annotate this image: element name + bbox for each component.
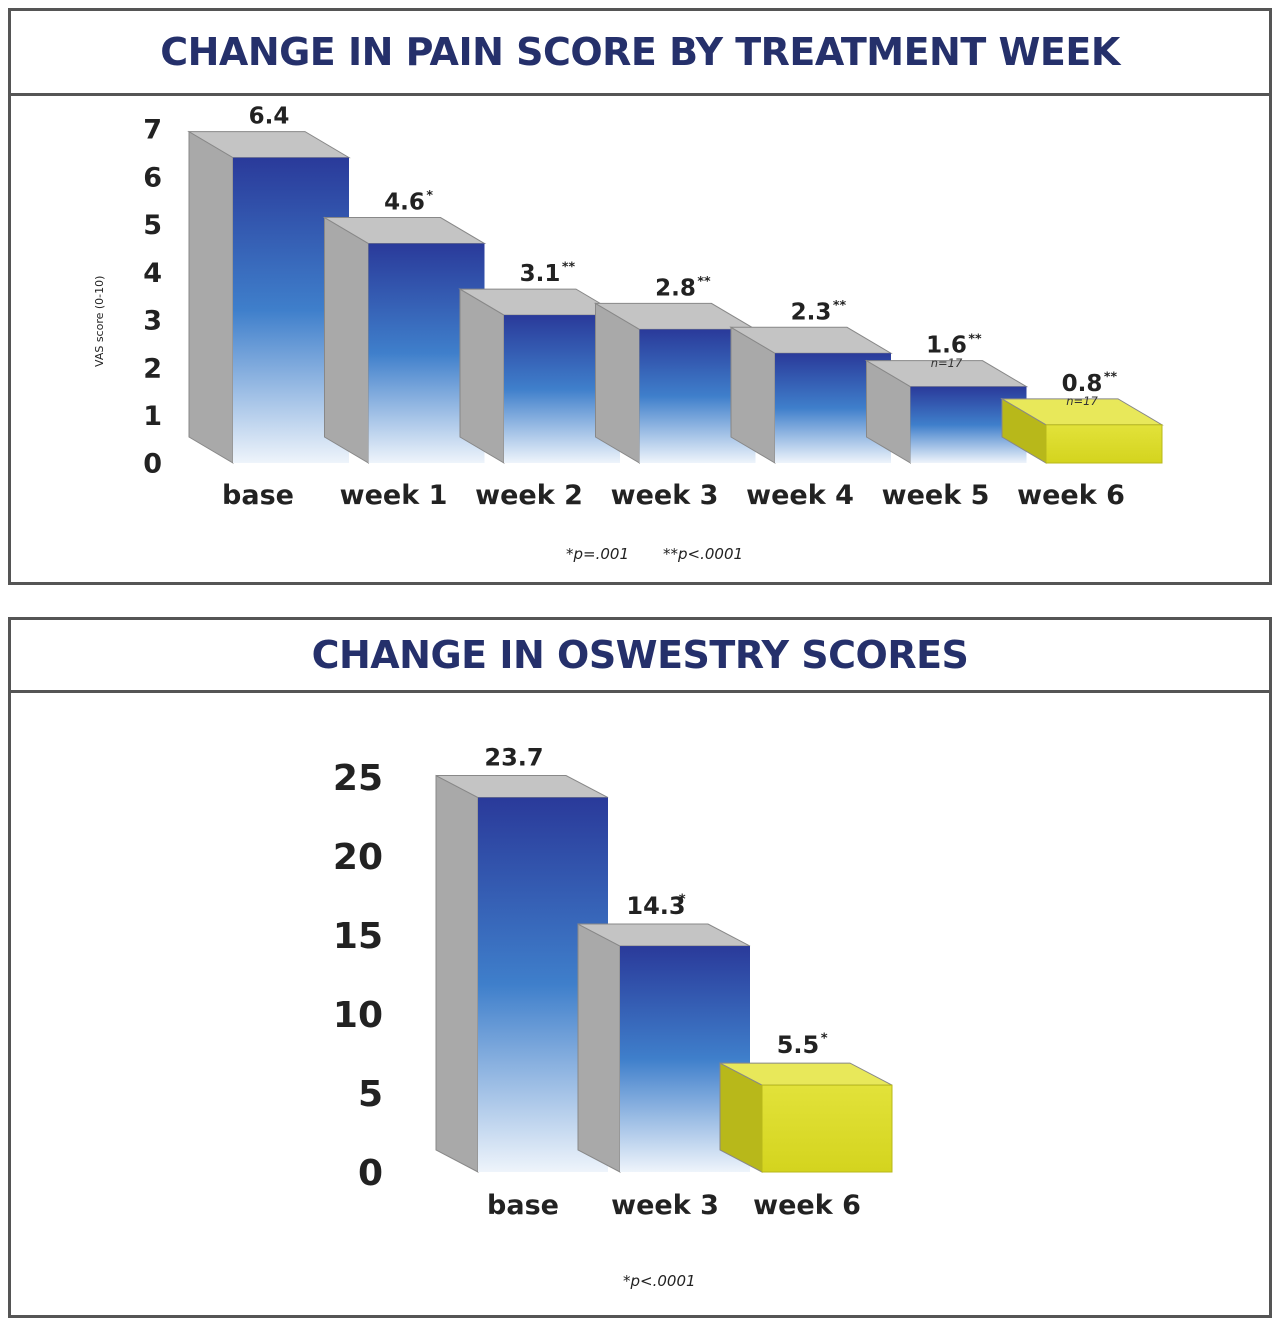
pain-significance-4: ** (833, 297, 847, 312)
pain-bar-side-1 (324, 216, 369, 464)
pain-value-label-6: 0.8 (1062, 371, 1103, 397)
osw-value-label-2: 5.5 (777, 1031, 820, 1059)
osw-y-tick-5: 5 (358, 1074, 383, 1115)
osw-category-2: week 6 (753, 1190, 861, 1221)
pain-category-3: week 3 (611, 480, 719, 511)
pain-value-label-4: 2.3 (791, 299, 832, 325)
pain-y-tick-6: 6 (143, 162, 162, 193)
osw-category-1: week 3 (611, 1190, 719, 1221)
osw-y-tick-15: 15 (333, 916, 383, 957)
pain-category-6: week 6 (1017, 480, 1125, 511)
pain-value-label-5: 1.6 (926, 333, 967, 359)
osw-significance-1: * (679, 892, 686, 907)
pain-chart-title: CHANGE IN PAIN SCORE BY TREATMENT WEEK (160, 30, 1120, 74)
pain-category-1: week 1 (340, 480, 448, 511)
oswestry-footnote: *p<.0001 (623, 1272, 696, 1290)
osw-value-label-1: 14.3 (626, 892, 685, 920)
pain-y-tick-0: 0 (143, 449, 162, 480)
pain-value-label-1: 4.6 (384, 190, 425, 216)
pain-bar-3 (593, 302, 758, 464)
oswestry-chart-title-bar: CHANGE IN OSWESTRY SCORES (11, 620, 1269, 693)
osw-significance-2: * (821, 1031, 828, 1046)
pain-y-tick-2: 2 (143, 353, 162, 384)
pain-category-2: week 2 (475, 480, 583, 511)
pain-significance-1: * (426, 187, 433, 202)
pain-sample-note-5: n=17 (931, 356, 963, 370)
pain-category-4: week 4 (746, 480, 854, 511)
pain-value-label-3: 2.8 (655, 275, 696, 301)
pain-significance-5: ** (968, 330, 982, 345)
pain-significance-3: ** (697, 273, 711, 288)
pain-category-5: week 5 (882, 480, 990, 511)
pain-significance-6: ** (1104, 368, 1118, 383)
osw-bar-front-2 (761, 1084, 893, 1173)
osw-bar-side-1 (577, 923, 621, 1173)
osw-y-tick-25: 25 (333, 758, 383, 799)
osw-y-tick-20: 20 (333, 837, 383, 878)
pain-category-0: base (222, 480, 294, 511)
pain-bar-6 (1000, 397, 1164, 464)
pain-footnote-1: *p=.001 (566, 545, 629, 563)
oswestry-chart-title: CHANGE IN OSWESTRY SCORES (311, 633, 969, 677)
pain-y-tick-1: 1 (143, 401, 162, 432)
pain-bar-side-3 (595, 302, 640, 464)
osw-value-label-0: 23.7 (484, 744, 543, 772)
pain-value-label-2: 3.1 (520, 261, 561, 287)
pain-chart-title-bar: CHANGE IN PAIN SCORE BY TREATMENT WEEK (11, 11, 1269, 96)
pain-significance-2: ** (562, 259, 576, 274)
pain-y-tick-3: 3 (143, 306, 162, 337)
osw-category-0: base (487, 1190, 559, 1221)
osw-y-tick-0: 0 (358, 1153, 383, 1194)
pain-bar-front-6 (1045, 424, 1163, 464)
pain-value-label-0: 6.4 (249, 104, 290, 130)
pain-y-tick-7: 7 (143, 115, 162, 146)
osw-y-tick-10: 10 (333, 995, 383, 1036)
pain-bar-side-0 (188, 130, 234, 464)
osw-bar-side-0 (435, 774, 479, 1173)
pain-y-tick-4: 4 (143, 258, 162, 289)
pain-bar-side-2 (459, 288, 505, 464)
osw-bar-2 (719, 1062, 893, 1173)
pain-sample-note-6: n=17 (1066, 394, 1098, 408)
pain-footnote-2: **p<.0001 (663, 545, 744, 563)
pain-y-tick-5: 5 (143, 210, 162, 241)
